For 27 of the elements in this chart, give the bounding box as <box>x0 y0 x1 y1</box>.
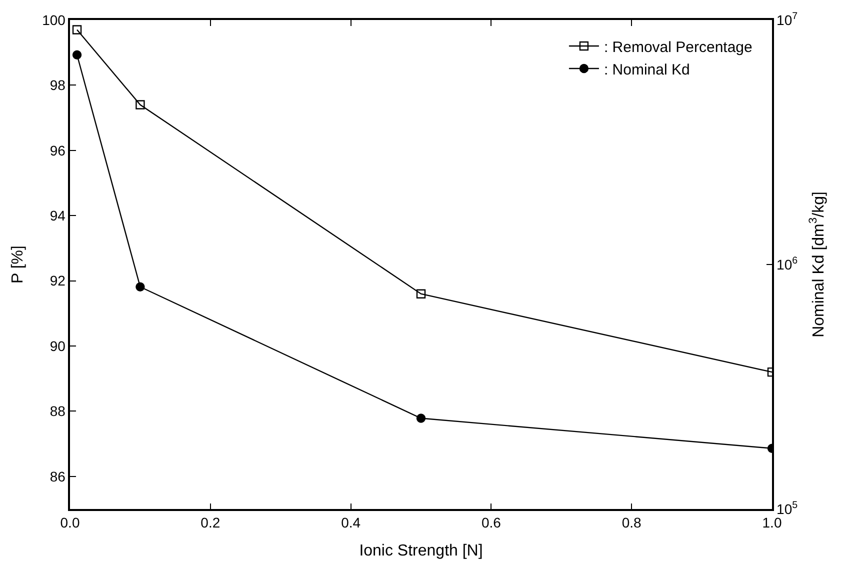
point <box>416 414 426 423</box>
y2-tick-label: 10$^{5}$ <box>776 500 798 517</box>
y2-tick-label: 10$^{6}$ <box>776 256 798 272</box>
x-tick-label: 0.4 <box>341 514 361 531</box>
x-tick-label: 1.0 <box>762 514 782 531</box>
y2-tick-label: 10$^{7}$ <box>776 11 798 28</box>
point <box>416 289 426 298</box>
y-tick-label: 98 <box>50 77 66 94</box>
y-tick-label: 94 <box>50 208 66 224</box>
y-tick-label: 88 <box>50 403 66 420</box>
y-tick-label: 86 <box>50 468 66 484</box>
x-axis-title: Ionic Strength [N] <box>359 542 483 560</box>
y-tick-label: 96 <box>50 142 66 158</box>
point <box>136 282 145 292</box>
point <box>136 100 145 110</box>
legend-label: : Removal Percentage <box>604 38 752 56</box>
y-tick-label: 100 <box>42 12 66 28</box>
x-tick-label: 0.0 <box>60 514 80 531</box>
x-tick-label: 0.6 <box>481 514 502 531</box>
point <box>72 25 82 34</box>
legend-label: : Nominal Kd <box>604 61 690 78</box>
y-tick-label: 90 <box>50 338 66 354</box>
y-tick-label: 92 <box>50 272 66 289</box>
x-tick-label: 0.8 <box>622 514 642 531</box>
point <box>72 50 82 60</box>
x-tick-label: 0.2 <box>200 514 220 531</box>
y-axis-title: P [%] <box>9 246 26 284</box>
